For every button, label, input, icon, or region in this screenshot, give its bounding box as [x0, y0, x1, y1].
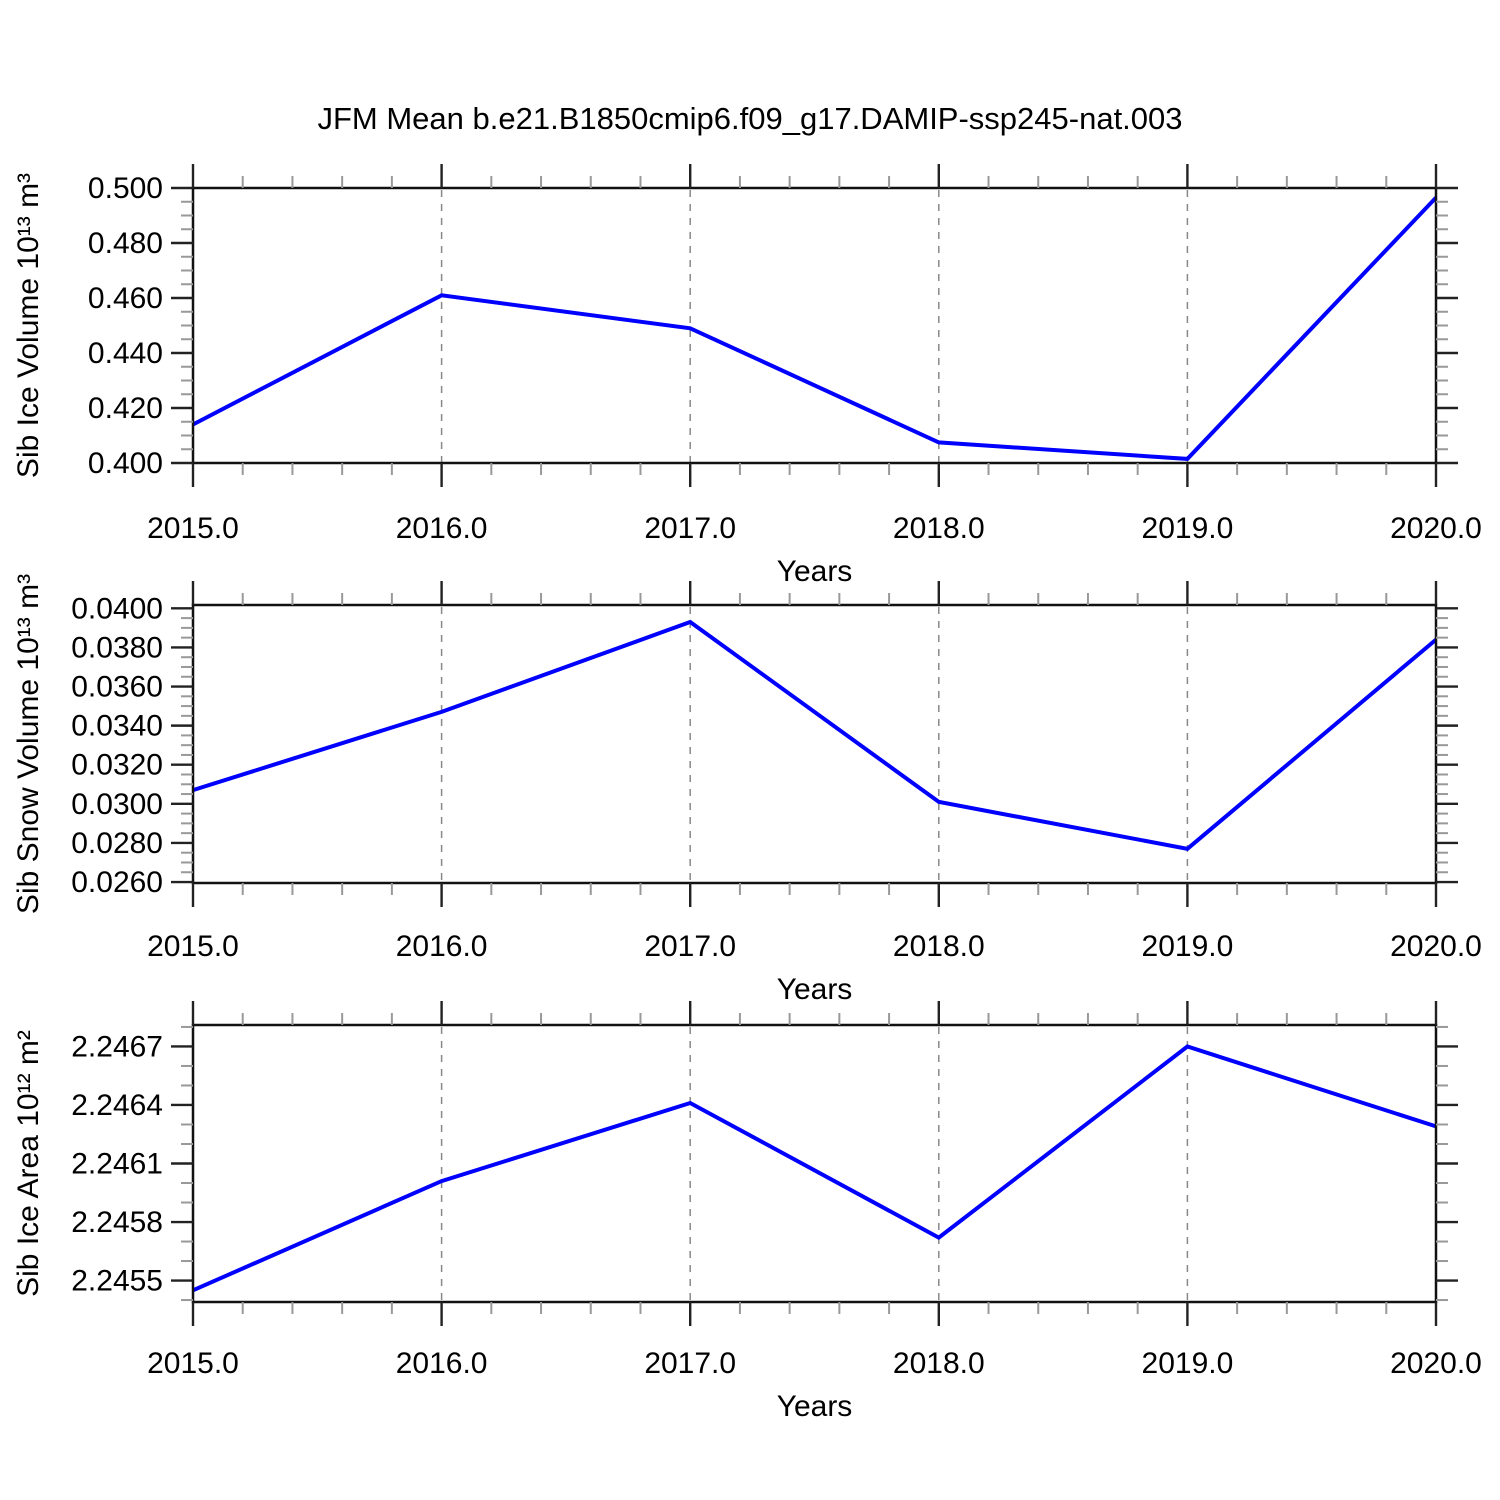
x-tick-label: 2019.0 [1142, 930, 1234, 963]
x-tick-label: 2018.0 [893, 1347, 985, 1380]
y-axis-title: Sib Ice Volume 10¹³ m³ [12, 173, 45, 478]
x-tick-label: 2020.0 [1390, 930, 1482, 963]
y-tick-label: 0.0400 [71, 592, 163, 625]
x-tick-label: 2019.0 [1142, 512, 1234, 545]
y-tick-label: 0.480 [88, 227, 163, 260]
panel-sib-snow-volume: 0.0260 0.0280 0.0300 0.0320 0.0340 0.0360 0.03… [12, 574, 1482, 1006]
x-tick-label: 2018.0 [893, 930, 985, 963]
y-tick-label: 0.0360 [71, 671, 163, 704]
y-tick-label: 2.2455 [71, 1265, 163, 1298]
y-tick-label: 0.500 [88, 172, 163, 205]
y-tick-label: 0.0260 [71, 866, 163, 899]
x-axis-title: Years [777, 555, 853, 588]
y-tick-label: 2.2467 [71, 1030, 163, 1063]
panel-sib-ice-area: 2.2455 2.2458 2.2461 2.2464 2.2467 2015.0 2016… [12, 1001, 1482, 1423]
y-axis-title: Sib Ice Area 10¹² m² [12, 1030, 45, 1297]
x-tick-label: 2020.0 [1390, 1347, 1482, 1380]
y-tick-label: 0.0340 [71, 710, 163, 743]
y-tick-label: 0.0320 [71, 749, 163, 782]
x-tick-label: 2019.0 [1142, 1347, 1234, 1380]
data-line-sib-ice-area [192, 1044, 1437, 1293]
y-tick-label: 0.0380 [71, 631, 163, 664]
y-tick-label: 2.2458 [71, 1206, 163, 1239]
y-tick-label: 0.0280 [71, 827, 163, 860]
figure-title: JFM Mean b.e21.B1850cmip6.f09_g17.DAMIP-… [317, 101, 1183, 136]
x-tick-label: 2017.0 [644, 1347, 736, 1380]
x-tick-label: 2015.0 [147, 930, 239, 963]
x-tick-label: 2015.0 [147, 1347, 239, 1380]
x-tick-label: 2018.0 [893, 512, 985, 545]
panel-sib-ice-volume: 0.400 0.420 0.440 0.460 0.480 0.500 2015.0 2016… [12, 164, 1482, 588]
plot-box [191, 603, 1438, 885]
x-tick-label: 2017.0 [644, 930, 736, 963]
y-tick-label: 0.460 [88, 282, 163, 315]
x-tick-label: 2016.0 [396, 930, 488, 963]
x-axis-title: Years [777, 1390, 853, 1423]
y-tick-label: 0.420 [88, 392, 163, 425]
x-tick-label: 2016.0 [396, 1347, 488, 1380]
x-tick-label: 2017.0 [644, 512, 736, 545]
y-tick-label: 2.2464 [71, 1089, 163, 1122]
data-line-sib-ice-volume [192, 196, 1438, 461]
y-tick-label: 0.0300 [71, 788, 163, 821]
x-tick-label: 2020.0 [1390, 512, 1482, 545]
y-tick-label: 2.2461 [71, 1148, 163, 1181]
x-tick-label: 2016.0 [396, 512, 488, 545]
x-tick-label: 2015.0 [147, 512, 239, 545]
data-line-sib-snow-volume [192, 619, 1438, 851]
y-tick-label: 0.400 [88, 447, 163, 480]
y-tick-label: 0.440 [88, 337, 163, 370]
y-axis-title: Sib Snow Volume 10¹³ m³ [12, 574, 45, 914]
x-axis-title: Years [777, 973, 853, 1006]
